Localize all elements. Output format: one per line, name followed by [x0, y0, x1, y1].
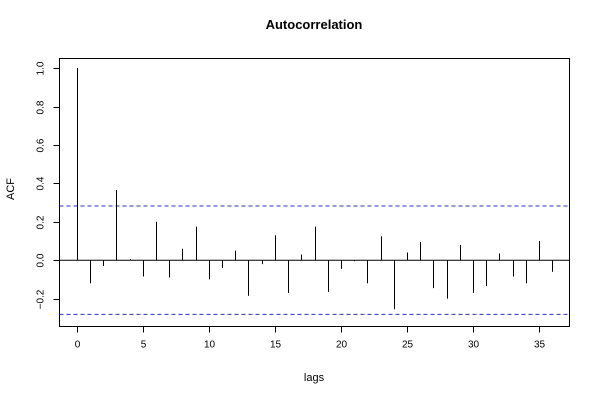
- x-tick-label: 0: [75, 340, 81, 351]
- x-tick-label: 35: [534, 340, 546, 351]
- confidence-bounds: [59, 205, 570, 315]
- y-tick-label: 0.8: [36, 100, 47, 114]
- x-axis-label: lags: [304, 372, 325, 384]
- y-axis: −0.2 0.0 0.2 0.4 0.6 0.8 1.0: [36, 61, 60, 309]
- x-tick-label: 5: [141, 340, 147, 351]
- plot-frame: [59, 58, 570, 327]
- y-axis-label: ACF: [5, 178, 17, 200]
- chart-title: Autocorrelation: [266, 17, 363, 32]
- x-tick-label: 20: [336, 340, 348, 351]
- x-tick-label: 30: [468, 340, 480, 351]
- x-tick-label: 25: [402, 340, 414, 351]
- y-tick-label: 1.0: [36, 61, 47, 75]
- y-tick-label: 0.0: [36, 253, 47, 267]
- acf-bars: [77, 68, 553, 310]
- y-tick-label: 0.6: [36, 138, 47, 152]
- y-tick-label: 0.2: [36, 215, 47, 229]
- x-axis: 0 5 10 15 20 25 30 35: [75, 326, 546, 351]
- y-tick-label: −0.2: [36, 289, 47, 309]
- y-tick-label: 0.4: [36, 176, 47, 190]
- x-tick-label: 15: [270, 340, 282, 351]
- x-tick-label: 10: [204, 340, 216, 351]
